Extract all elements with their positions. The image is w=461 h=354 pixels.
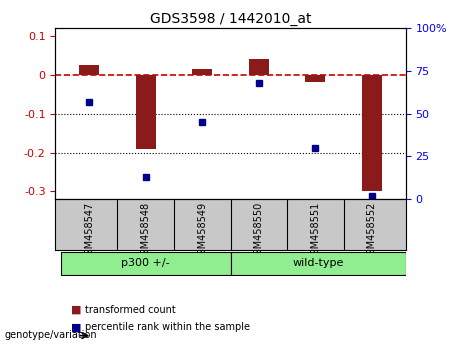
Bar: [61, 252, 230, 275]
Text: GSM458552: GSM458552: [367, 202, 377, 261]
Text: genotype/variation: genotype/variation: [5, 330, 97, 339]
Text: GSM458550: GSM458550: [254, 202, 264, 261]
Text: GSM458551: GSM458551: [310, 202, 320, 261]
Text: GSM458549: GSM458549: [197, 202, 207, 261]
Text: percentile rank within the sample: percentile rank within the sample: [85, 322, 250, 332]
Text: p300 +/-: p300 +/-: [121, 258, 170, 268]
Bar: [305, 75, 325, 82]
Bar: [362, 75, 382, 192]
Title: GDS3598 / 1442010_at: GDS3598 / 1442010_at: [150, 12, 311, 26]
Bar: [192, 69, 212, 75]
Text: ■: ■: [71, 322, 82, 332]
Bar: [79, 65, 99, 75]
Text: GSM458547: GSM458547: [84, 202, 94, 261]
Text: transformed count: transformed count: [85, 305, 176, 315]
Bar: [136, 75, 156, 149]
Bar: [249, 59, 269, 75]
Text: wild-type: wild-type: [292, 258, 344, 268]
Text: GSM458548: GSM458548: [141, 202, 151, 261]
Bar: [230, 252, 406, 275]
Text: ■: ■: [71, 305, 82, 315]
